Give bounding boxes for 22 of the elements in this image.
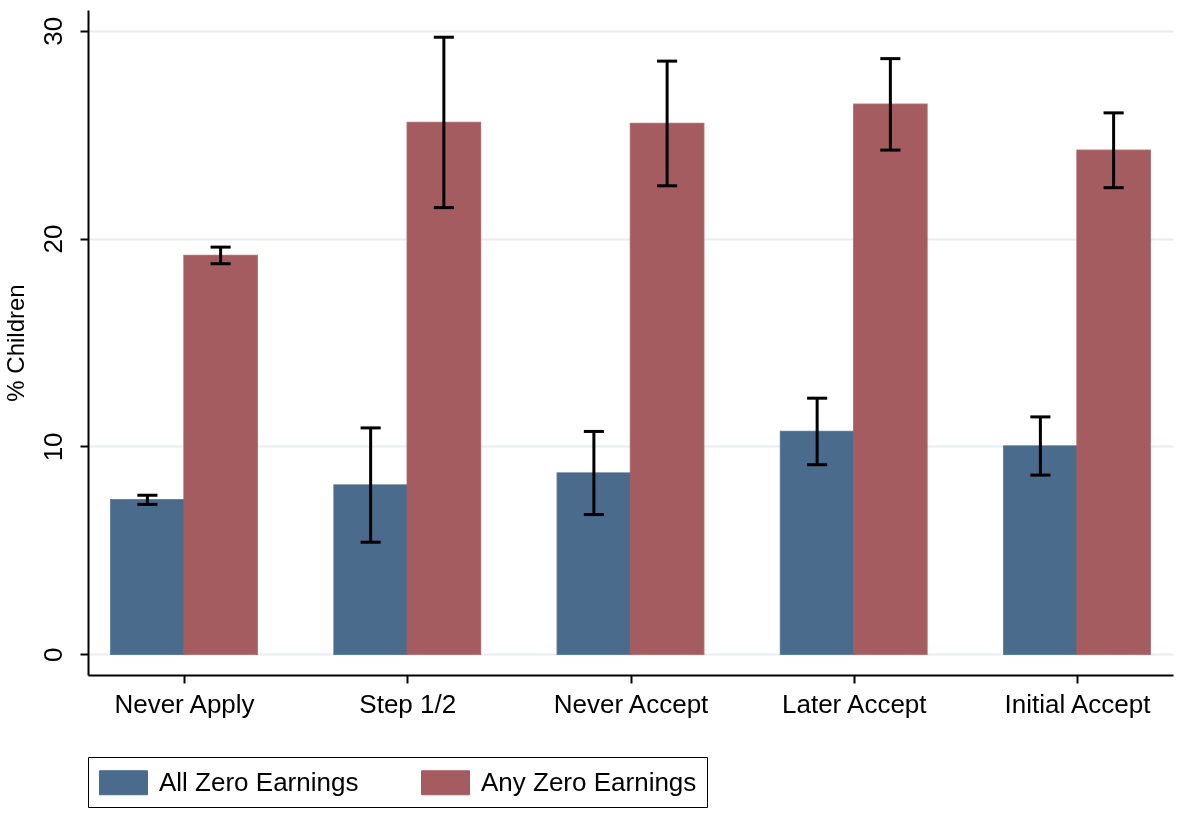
x-tick-label: Step 1/2	[359, 688, 457, 719]
legend-label: Any Zero Earnings	[481, 766, 697, 797]
y-tick-label: 0	[37, 647, 68, 662]
bar	[556, 472, 632, 655]
bar	[110, 499, 185, 655]
x-tick-label: Never Accept	[553, 688, 710, 719]
legend-label: All Zero Earnings	[159, 766, 359, 797]
bar	[333, 484, 408, 655]
bar	[183, 254, 258, 655]
bar	[629, 122, 705, 655]
bar	[1076, 149, 1151, 655]
y-tick-label: 30	[37, 16, 68, 46]
y-axis-title: % Children	[1, 284, 29, 402]
x-tick-label: Later Accept	[781, 688, 928, 719]
x-tick-label: Initial Accept	[1004, 688, 1152, 719]
y-tick-label: 10	[37, 432, 68, 462]
bar	[1003, 445, 1078, 655]
bar	[406, 121, 482, 655]
bar	[853, 103, 928, 655]
x-tick-label: Never Apply	[114, 688, 255, 719]
bar	[779, 430, 855, 655]
y-tick-label: 20	[37, 224, 68, 254]
